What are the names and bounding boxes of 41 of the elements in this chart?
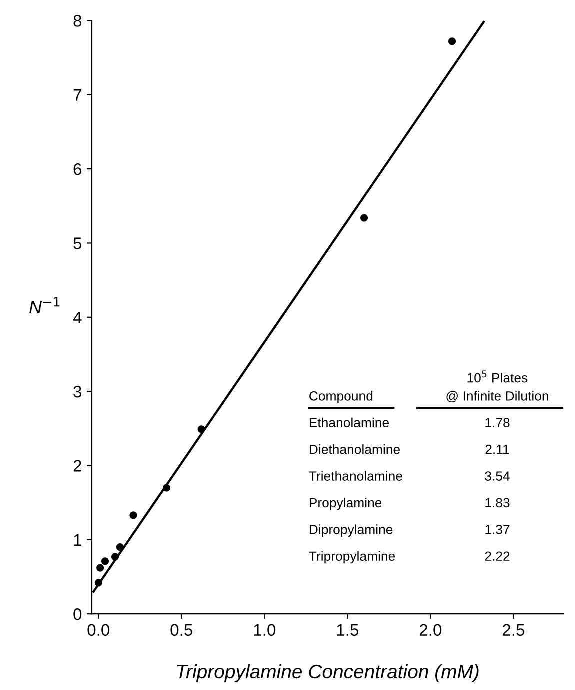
x-tick-label: 0.5 <box>170 624 193 636</box>
y-tick-label: 0 <box>74 608 82 620</box>
annotation: Tripropylamine <box>309 551 396 564</box>
y-tick-label: 8 <box>74 15 82 27</box>
annotation: Ethanolamine <box>310 418 389 428</box>
point <box>96 564 104 572</box>
point <box>162 484 171 492</box>
y-tick-label: 3 <box>74 386 82 398</box>
y-tick-label: 5 <box>74 238 82 250</box>
annotation: 2.22 <box>485 552 510 561</box>
y-tick-label: 1 <box>74 534 82 546</box>
annotation: 3.54 <box>485 472 510 481</box>
point <box>130 512 138 520</box>
y-tick-label: 4 <box>73 312 82 324</box>
annotation: 1.83 <box>486 498 510 508</box>
annotation: 1.37 <box>486 525 510 534</box>
point <box>360 214 368 222</box>
x-tick-label: 1.0 <box>254 624 276 636</box>
x-axis-title: Tripropylamine Concentration (mM) <box>177 664 479 682</box>
y-tick-label: 7 <box>74 89 82 101</box>
y-axis-title: N$^{−1}$ <box>30 297 60 314</box>
annotation: 2.11 <box>486 444 510 454</box>
annotation: Dipropylamine <box>310 524 393 537</box>
y-tick-label: 6 <box>74 163 82 176</box>
point <box>448 38 456 46</box>
point <box>116 544 124 552</box>
y-tick-label: 2 <box>74 460 82 472</box>
x-tick-label: 0.0 <box>88 624 110 636</box>
point <box>198 426 206 434</box>
point <box>111 553 120 561</box>
x-tick-label: 2.5 <box>502 624 525 636</box>
x-tick-label: 2.0 <box>420 624 442 636</box>
point <box>94 579 102 587</box>
annotation: 1.78 <box>486 418 510 428</box>
annotation: Triethanolamine <box>309 471 402 481</box>
x-tick-label: 1.5 <box>337 624 359 636</box>
annotation: Compound <box>310 391 373 404</box>
annotation: Propylamine <box>310 498 382 510</box>
annotation: Diethanolamine <box>310 444 400 454</box>
point <box>101 558 110 566</box>
annotation: 10$^{5}$ Plates @ Infinite Dilution <box>446 370 548 403</box>
